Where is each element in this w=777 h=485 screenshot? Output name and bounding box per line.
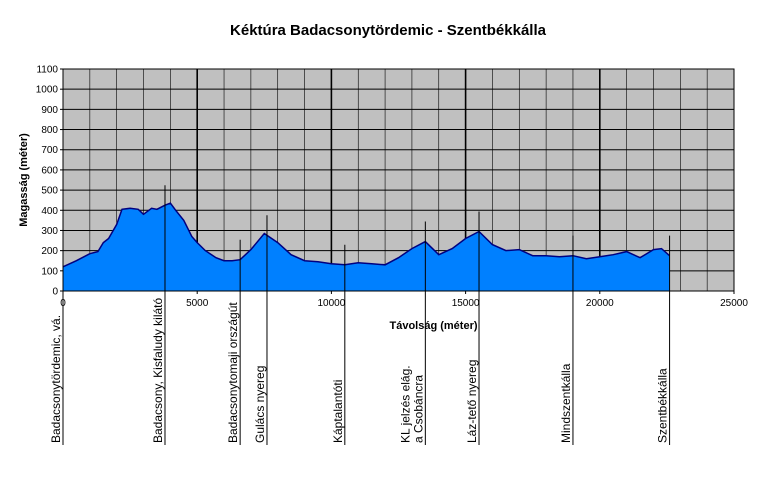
y-tick-label: 800 (41, 125, 58, 136)
series-layer (62, 202, 671, 291)
waypoint-label: a Csobáncra (411, 375, 425, 443)
y-axis-ticks: 0 100 200 300 400 500 600 700 800 900 1000 1100 (36, 65, 63, 298)
elevation-line (62, 202, 671, 268)
waypoint-label: KL jelzés elág. (398, 365, 412, 443)
waypoint-label: Badacsonytördemic, vá. (49, 315, 63, 443)
waypoint-label: Mindszentkálla (559, 363, 573, 443)
y-tick-label: 400 (41, 206, 58, 217)
waypoint-label: Káptalantóti (331, 380, 345, 443)
x-tick-label: 15000 (452, 298, 480, 309)
y-tick-label: 900 (41, 105, 58, 116)
y-axis-label: Magasság (méter) (18, 133, 30, 227)
y-tick-label: 100 (41, 266, 58, 277)
y-tick-label: 1000 (36, 85, 59, 96)
x-tick-label: 10000 (317, 298, 345, 309)
waypoint-label: Badacsony, Kisfaludy kilátó (151, 297, 165, 443)
waypoint-label: Gulács nyereg (253, 366, 267, 443)
y-tick-label: 1100 (36, 65, 58, 76)
y-tick-label: 600 (41, 165, 58, 176)
x-tick-label: 20000 (586, 298, 614, 309)
chart-title: Kéktúra Badacsonytördemic - Szentbékkáll… (230, 22, 547, 39)
x-tick-label: 5000 (186, 298, 209, 309)
waypoint-label: Láz-tető nyereg (465, 360, 479, 443)
waypoint-label: Badacsonytomaji országút (226, 302, 240, 443)
x-axis-label: Távolság (méter) (389, 320, 477, 332)
y-tick-label: 700 (41, 145, 58, 156)
elevation-area (63, 203, 670, 291)
x-tick-label: 25000 (720, 298, 748, 309)
waypoint-label: Szentbékkálla (656, 368, 670, 443)
waypoint-markers: Badacsonytördemic, vá. Badacsony, Kisfalu… (49, 185, 671, 445)
y-tick-label: 500 (41, 186, 58, 197)
y-tick-label: 200 (41, 246, 58, 257)
y-tick-label: 300 (41, 226, 58, 237)
plot-frame (62, 68, 735, 292)
y-tick-label: 0 (52, 287, 58, 298)
